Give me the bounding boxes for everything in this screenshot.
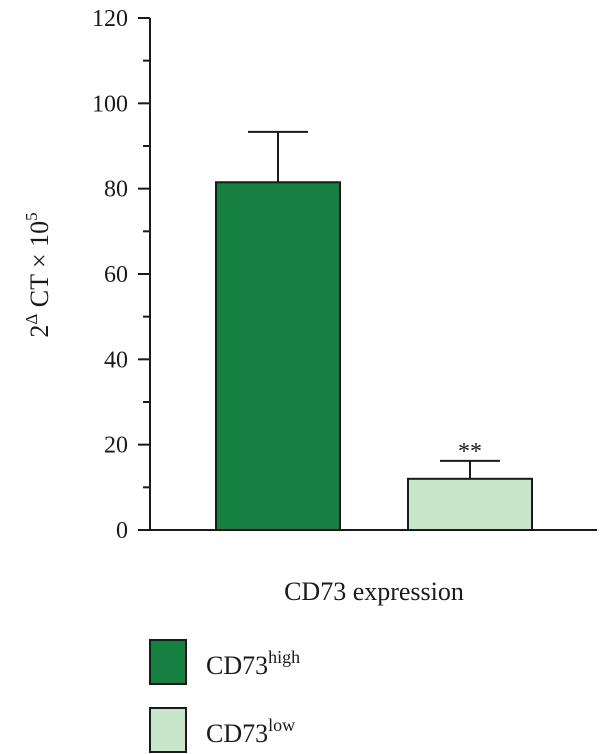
- legend-label: CD73high: [206, 647, 300, 680]
- y-tick-label: 20: [104, 433, 128, 459]
- significance-label: **: [458, 439, 482, 465]
- y-tick-label: 40: [104, 347, 128, 373]
- legend-swatch: [149, 639, 187, 685]
- y-tick-label: 0: [116, 518, 128, 544]
- bar: [215, 181, 341, 531]
- annotations: **: [458, 439, 482, 465]
- y-tick-label: 100: [92, 91, 128, 117]
- error-bars: [248, 130, 500, 479]
- y-tick-label: 60: [104, 262, 128, 288]
- legend: CD73high CD73low: [149, 639, 300, 753]
- y-axis-label: 2Δ CT × 105: [22, 212, 54, 337]
- y-tick-label: 120: [92, 6, 128, 32]
- legend-swatch: [149, 707, 187, 753]
- bars: [215, 181, 533, 531]
- legend-label: CD73low: [206, 715, 295, 748]
- bar: [407, 477, 533, 531]
- y-tick-label: 80: [104, 177, 128, 203]
- axes: 0 20 40 60 80 100 120: [92, 6, 597, 544]
- x-axis-label: CD73 expression: [284, 577, 464, 606]
